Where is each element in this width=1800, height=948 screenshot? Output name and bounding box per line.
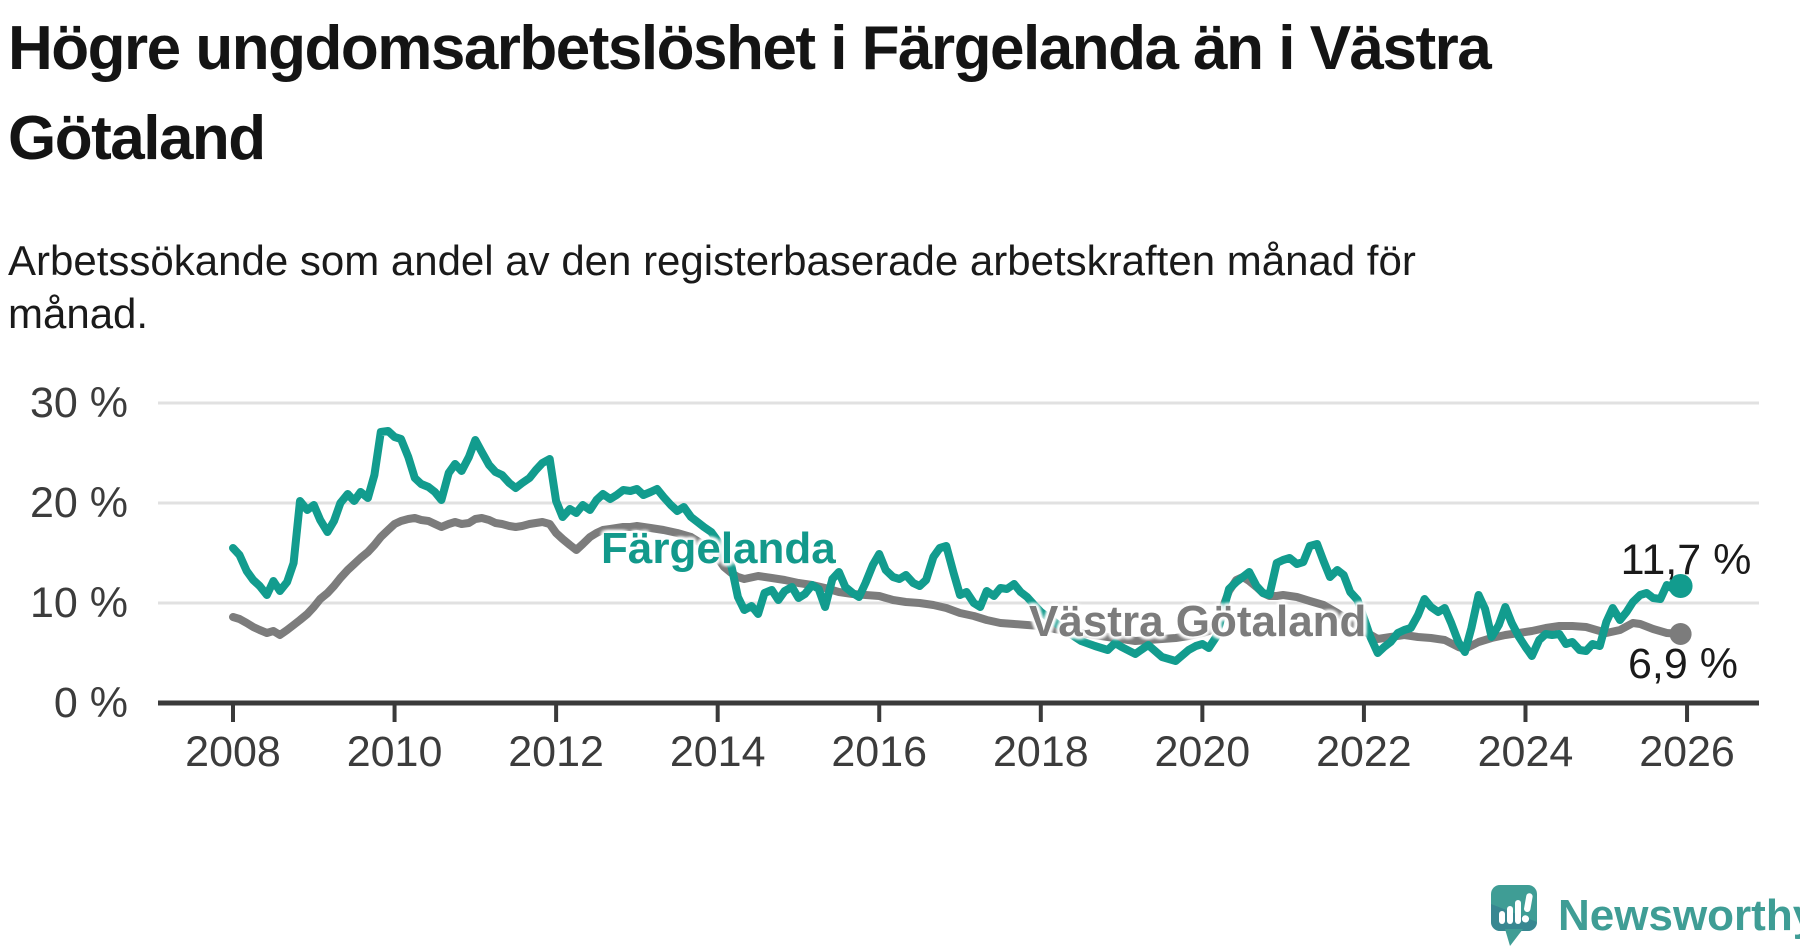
y-axis-label: 10 %: [29, 579, 128, 627]
end-value-vastra-gotaland: 6,9 %: [1628, 640, 1738, 688]
x-axis-label: 2020: [1154, 728, 1251, 776]
x-axis-label: 2026: [1639, 728, 1735, 776]
series-label-fargelanda: Färgelanda: [601, 524, 836, 573]
x-axis-label: 2012: [508, 728, 604, 776]
y-axis-label: 0 %: [53, 679, 128, 727]
x-axis-label: 2014: [669, 728, 766, 776]
x-axis-label: 2008: [185, 728, 281, 776]
x-axis-label: 2022: [1316, 728, 1412, 776]
page-title: Högre ungdomsarbetslöshet i Färgelanda ä…: [8, 14, 1492, 173]
newsworthy-branding: Newsworthy: [1490, 884, 1800, 948]
end-value-fargelanda: 11,7 %: [1620, 536, 1752, 584]
x-axis-label: 2018: [992, 728, 1089, 776]
y-axis-label: 30 %: [29, 379, 128, 427]
x-axis-label: 2016: [831, 728, 928, 776]
series-label-vastra-gotaland: Västra Götaland: [1029, 597, 1367, 646]
x-axis-label: 2024: [1477, 728, 1574, 776]
newsworthy-logo-text: Newsworthy: [1558, 891, 1800, 940]
newsworthy-logo-icon: [1491, 885, 1537, 946]
x-axis-label: 2010: [346, 728, 443, 776]
y-axis-label: 20 %: [29, 479, 128, 527]
chart-subtitle: Arbetssökande som andel av den registerb…: [8, 237, 1416, 338]
